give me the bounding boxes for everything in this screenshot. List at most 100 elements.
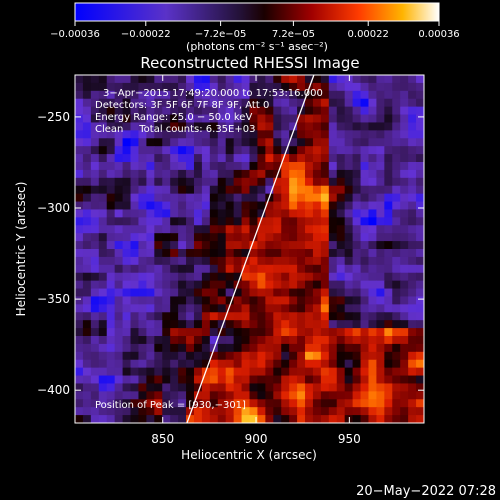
- heatmap-cell: [368, 154, 378, 163]
- heatmap-cell: [384, 280, 393, 290]
- heatmap-cell: [201, 162, 211, 171]
- heatmap-cell: [336, 209, 346, 218]
- heatmap-cell: [320, 90, 330, 100]
- heatmap-cell: [98, 169, 108, 179]
- heatmap-cell: [90, 336, 100, 345]
- heatmap-cell: [408, 264, 417, 274]
- heatmap-cell: [233, 185, 243, 195]
- heatmap-cell: [209, 209, 219, 218]
- heatmap-cell: [209, 75, 219, 84]
- heatmap-cell: [297, 82, 306, 92]
- heatmap-cell: [217, 225, 227, 234]
- heatmap-cell: [257, 415, 266, 423]
- heatmap-cell: [114, 391, 124, 400]
- heatmap-cell: [122, 415, 132, 423]
- heatmap-cell: [273, 351, 282, 361]
- heatmap-cell: [305, 217, 314, 226]
- heatmap-cell: [312, 359, 322, 369]
- heatmap-cell: [297, 399, 306, 408]
- heatmap-cell: [75, 233, 84, 242]
- heatmap-cell: [138, 359, 147, 369]
- heatmap-cell: [352, 169, 362, 179]
- heatmap-cell: [336, 312, 346, 321]
- heatmap-cell: [392, 288, 401, 298]
- heatmap-cell: [416, 185, 424, 195]
- heatmap-cell: [265, 288, 274, 298]
- heatmap-cell: [225, 201, 235, 211]
- heatmap-cell: [146, 399, 155, 408]
- heatmap-cell: [233, 296, 243, 305]
- heatmap-cell: [98, 328, 108, 337]
- heatmap-cell: [209, 328, 219, 337]
- heatmap-cell: [376, 351, 385, 361]
- heatmap-cell: [392, 130, 401, 139]
- heatmap-cell: [320, 256, 330, 266]
- heatmap-cell: [297, 177, 306, 187]
- heatmap-cell: [273, 399, 282, 408]
- heatmap-cell: [130, 343, 140, 353]
- heatmap-cell: [408, 217, 417, 226]
- heatmap-cell: [360, 375, 370, 385]
- heatmap-cell: [122, 264, 132, 274]
- heatmap-cell: [90, 272, 100, 282]
- heatmap-cell: [352, 98, 362, 108]
- heatmap-cell: [209, 122, 219, 131]
- heatmap-cell: [162, 201, 171, 211]
- heatmap-cell: [233, 399, 243, 408]
- heatmap-cell: [368, 288, 378, 298]
- heatmap-cell: [400, 312, 409, 321]
- heatmap-cell: [241, 217, 251, 226]
- heatmap-cell: [249, 296, 259, 305]
- heatmap-cell: [186, 367, 195, 377]
- heatmap-cell: [106, 256, 116, 266]
- heatmap-cell: [170, 193, 179, 203]
- heatmap-cell: [400, 328, 409, 337]
- heatmap-cell: [82, 209, 92, 218]
- heatmap-cell: [257, 264, 266, 274]
- heatmap-cell: [209, 193, 219, 203]
- heatmap-cell: [384, 359, 393, 369]
- heatmap-cell: [75, 114, 84, 124]
- heatmap-cell: [305, 130, 314, 139]
- heatmap-cell: [392, 249, 401, 258]
- heatmap-cell: [249, 177, 259, 187]
- heatmap-cell: [193, 351, 203, 361]
- heatmap-cell: [344, 336, 354, 345]
- heatmap-cell: [217, 146, 227, 155]
- heatmap-cell: [241, 391, 251, 400]
- heatmap-cell: [305, 90, 314, 100]
- heatmap-cell: [305, 399, 314, 408]
- heatmap-cell: [297, 122, 306, 131]
- heatmap-cell: [233, 225, 243, 234]
- heatmap-cell: [193, 225, 203, 234]
- heatmap-cell: [130, 217, 140, 226]
- heatmap-cell: [273, 328, 282, 337]
- heatmap-cell: [225, 391, 235, 400]
- heatmap-cell: [241, 106, 251, 116]
- heatmap-cell: [98, 375, 108, 385]
- heatmap-cell: [305, 249, 314, 258]
- heatmap-cell: [225, 185, 235, 195]
- heatmap-cell: [233, 98, 243, 108]
- heatmap-cell: [82, 399, 92, 408]
- heatmap-cell: [130, 272, 140, 282]
- heatmap-cell: [376, 162, 385, 171]
- heatmap-cell: [186, 114, 195, 124]
- heatmap-cell: [257, 288, 266, 298]
- heatmap-cell: [106, 225, 116, 234]
- heatmap-cell: [392, 359, 401, 369]
- heatmap-cell: [170, 359, 179, 369]
- colorbar-tick-label: −0.00036: [50, 29, 100, 40]
- heatmap-cell: [233, 217, 243, 226]
- heatmap-cell: [352, 351, 362, 361]
- heatmap-cell: [178, 201, 187, 211]
- footer-timestamp: 20−May−2022 07:28: [356, 484, 496, 499]
- heatmap-cell: [297, 98, 306, 108]
- heatmap-cell: [392, 280, 401, 290]
- heatmap-cell: [320, 383, 330, 392]
- heatmap-cell: [162, 146, 171, 155]
- heatmap-cell: [114, 146, 124, 155]
- heatmap-cell: [257, 146, 266, 155]
- heatmap-cell: [154, 320, 163, 329]
- heatmap-cell: [273, 249, 282, 258]
